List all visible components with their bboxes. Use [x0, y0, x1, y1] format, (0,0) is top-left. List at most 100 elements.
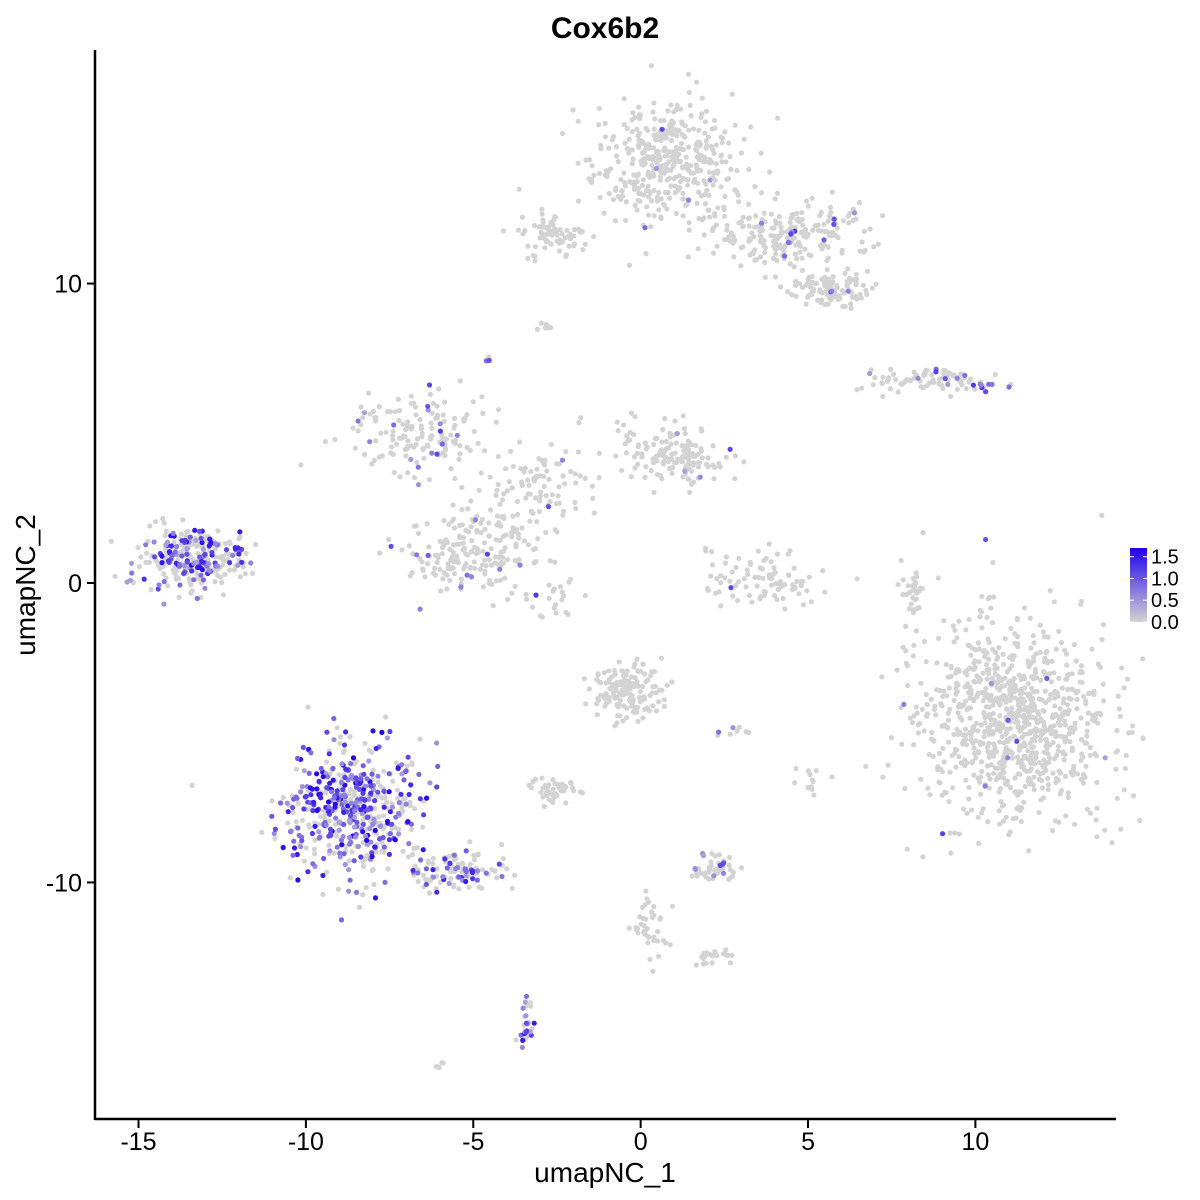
cell-point	[448, 466, 454, 472]
cell-point	[471, 857, 477, 863]
cell-point	[639, 683, 646, 690]
cell-point	[541, 483, 547, 489]
y-tick-label: -10	[46, 869, 82, 897]
cell-point	[575, 198, 582, 204]
legend-tick-label: 0.0	[1151, 612, 1179, 634]
cell-point	[372, 805, 378, 812]
cell-point	[371, 881, 377, 888]
cell-point	[940, 745, 946, 752]
cell-point	[326, 833, 332, 839]
cell-point	[923, 659, 930, 665]
cell-point	[432, 572, 439, 578]
cell-point	[1028, 702, 1034, 708]
cell-point	[334, 844, 340, 850]
cell-point	[492, 560, 498, 566]
cell-point	[686, 127, 692, 133]
cell-point	[655, 929, 661, 935]
cell-point	[504, 866, 510, 872]
cell-point	[499, 841, 505, 848]
cell-point	[543, 323, 549, 329]
cell-point	[347, 812, 354, 819]
cell-point	[677, 173, 683, 179]
cell-point	[456, 456, 462, 462]
cell-point	[788, 215, 794, 221]
cell-point	[727, 731, 733, 737]
cell-point	[727, 960, 734, 966]
cell-point	[563, 449, 569, 455]
cell-point	[444, 865, 450, 871]
cell-point	[505, 597, 511, 603]
cell-point	[448, 876, 454, 882]
cell-point	[710, 443, 716, 449]
cell-point	[451, 415, 458, 421]
cell-point	[704, 187, 710, 193]
cell-point	[632, 202, 638, 208]
cell-point	[945, 381, 951, 387]
cell-point	[364, 776, 370, 782]
cell-point	[479, 867, 486, 873]
cell-point	[461, 416, 467, 422]
cell-point	[840, 218, 847, 224]
cell-point	[631, 432, 637, 438]
cell-point	[369, 749, 375, 755]
cell-point	[963, 737, 969, 743]
cell-point	[947, 769, 953, 775]
cell-point	[723, 947, 729, 953]
cell-point	[975, 814, 981, 820]
cell-point	[999, 696, 1006, 702]
cell-point	[129, 560, 135, 566]
cell-point	[635, 133, 641, 139]
cell-point	[320, 891, 326, 898]
cell-point	[331, 795, 337, 801]
cell-point	[786, 572, 792, 579]
cell-point	[628, 473, 634, 480]
cell-point	[631, 454, 638, 460]
cell-point	[860, 282, 866, 288]
cell-point	[729, 569, 735, 575]
cell-point	[667, 126, 673, 132]
cell-point	[439, 544, 446, 551]
cell-point	[957, 701, 963, 707]
cell-point	[642, 225, 648, 231]
cell-point	[1068, 727, 1074, 733]
cell-point	[519, 214, 526, 220]
cell-point	[789, 292, 795, 298]
cell-point	[194, 595, 200, 602]
cell-point	[269, 798, 275, 804]
cell-point	[1036, 696, 1042, 702]
cell-point	[694, 147, 700, 154]
cell-point	[637, 198, 643, 204]
cell-point	[730, 233, 737, 239]
cell-point	[668, 441, 674, 447]
cell-point	[199, 539, 205, 546]
cell-point	[623, 450, 630, 456]
cell-point	[1044, 675, 1050, 682]
cell-point	[622, 441, 628, 447]
cell-point	[946, 370, 952, 376]
cell-point	[1025, 748, 1031, 754]
cell-point	[958, 760, 964, 766]
cell-point	[661, 703, 668, 710]
cell-point	[472, 565, 478, 572]
cell-point	[1087, 744, 1093, 751]
cell-point	[660, 453, 666, 459]
cell-point	[162, 533, 168, 539]
cell-point	[640, 661, 646, 667]
cell-point	[516, 186, 522, 192]
cell-point	[578, 415, 584, 421]
cell-point	[544, 792, 550, 799]
cell-point	[651, 173, 657, 179]
cell-point	[138, 554, 144, 560]
cell-point	[702, 159, 709, 165]
cell-point	[1056, 768, 1062, 774]
cell-point	[540, 794, 546, 800]
cell-point	[925, 785, 931, 791]
cell-point	[349, 849, 355, 855]
cell-point	[957, 714, 963, 721]
cell-point	[416, 530, 422, 537]
cell-point	[363, 856, 369, 862]
cell-point	[366, 758, 372, 764]
cell-point	[1017, 743, 1023, 749]
cell-point	[562, 481, 568, 487]
cell-point	[293, 766, 299, 772]
